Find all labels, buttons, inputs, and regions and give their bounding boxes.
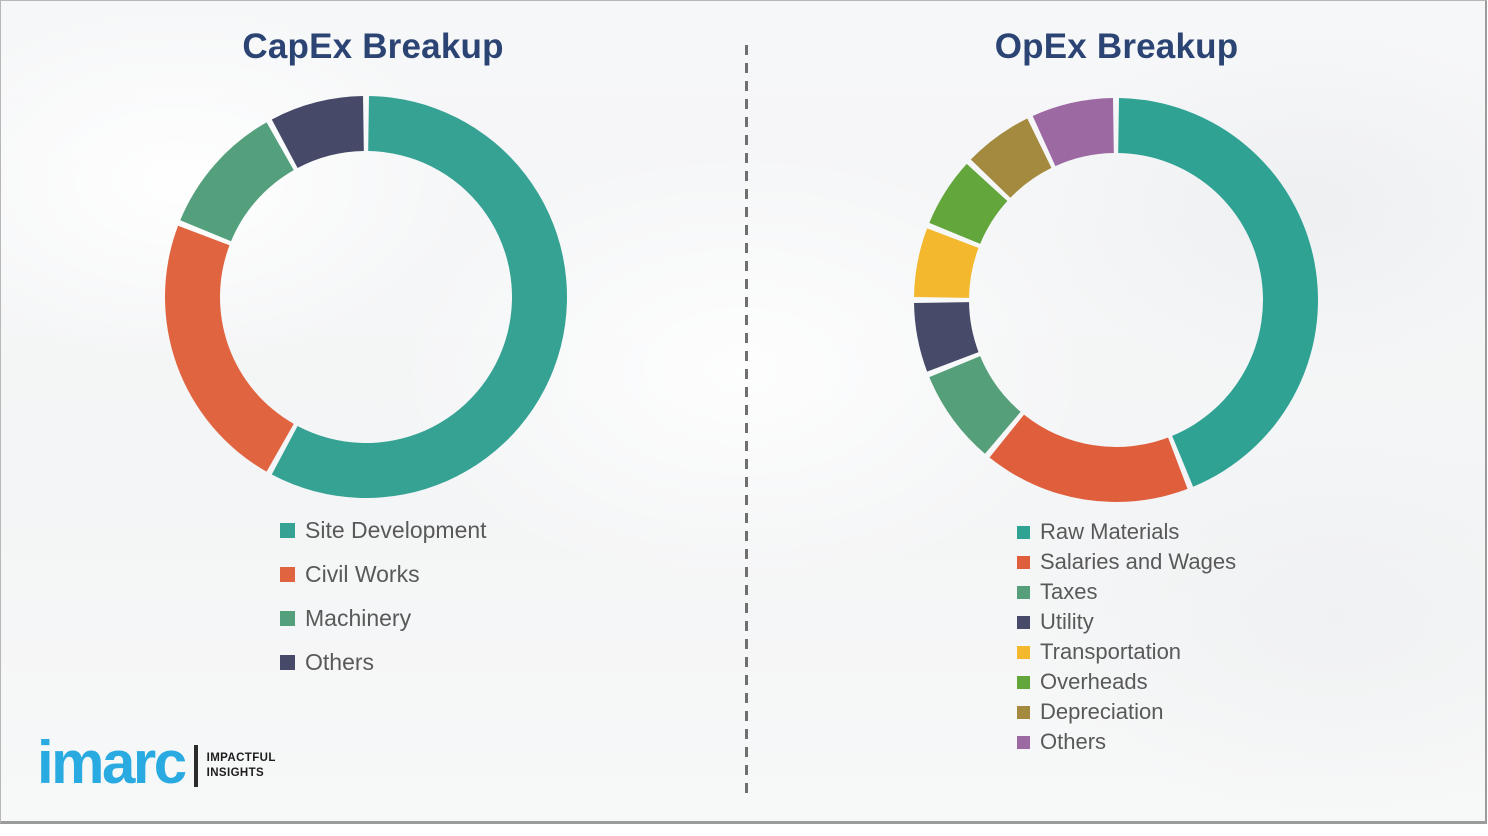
legend-item: Others	[280, 640, 487, 684]
legend-swatch-icon	[280, 654, 295, 670]
donut-segment-depreciation	[970, 118, 1052, 198]
legend-item: Raw Materials	[1017, 517, 1236, 547]
legend-label: Salaries and Wages	[1040, 549, 1237, 574]
legend-swatch-icon	[280, 522, 295, 538]
imarc-logo-wordmark: imarc	[37, 729, 187, 796]
legend-label: Others	[1040, 729, 1107, 754]
vertical-dashed-divider	[745, 45, 748, 793]
legend-swatch-icon	[1017, 645, 1030, 659]
legend-label: Transportation	[1040, 639, 1182, 664]
logo-tagline-line2: INSIGHTS	[206, 767, 265, 779]
donut-segment-taxes	[929, 356, 1021, 454]
legend-swatch-icon	[1017, 675, 1030, 689]
legend-label: Raw Materials	[1040, 519, 1180, 544]
legend-item: Transportation	[1017, 637, 1236, 667]
capex-donut-chart	[165, 96, 568, 498]
legend-item: Taxes	[1017, 577, 1236, 607]
capex-chart-title: CapEx Breakup	[242, 27, 504, 66]
legend-label: Machinery	[305, 604, 412, 631]
donut-segment-utility	[914, 302, 979, 372]
legend-swatch-icon	[280, 610, 295, 626]
legend-item: Site Development	[280, 508, 487, 552]
legend-swatch-icon	[1017, 525, 1030, 539]
legend-label: Others	[305, 648, 375, 675]
opex-legend: Raw Materials Salaries and Wages Taxes Util…	[1017, 517, 1236, 757]
legend-label: Civil Works	[305, 560, 420, 587]
legend-item: Machinery	[280, 596, 487, 640]
legend-swatch-icon	[1017, 705, 1030, 719]
capex-legend: Site Development Civil Works Machinery Othe…	[280, 508, 487, 684]
donut-segment-transportation	[914, 228, 979, 298]
legend-label: Depreciation	[1040, 699, 1164, 724]
legend-item: Salaries and Wages	[1017, 547, 1236, 577]
capex-panel: CapEx Breakup Site Development Civil Work…	[1, 1, 745, 821]
donut-segment-others	[271, 96, 364, 169]
legend-item: Overheads	[1017, 667, 1236, 697]
legend-item: Civil Works	[280, 552, 487, 596]
donut-segment-overheads	[929, 163, 1008, 244]
legend-item: Depreciation	[1017, 697, 1236, 727]
logo-divider-bar	[193, 745, 198, 787]
legend-swatch-icon	[1017, 555, 1030, 569]
legend-label: Taxes	[1040, 579, 1098, 604]
legend-item: Others	[1017, 727, 1236, 757]
logo-tagline: IMPACTFUL INSIGHTS	[207, 751, 276, 781]
donut-segment-salaries-and-wages	[989, 414, 1188, 503]
opex-donut-chart	[914, 98, 1319, 503]
legend-swatch-icon	[1017, 735, 1030, 749]
donut-segment-others	[1032, 98, 1114, 167]
legend-swatch-icon	[1017, 585, 1030, 599]
opex-chart-title: OpEx Breakup	[994, 27, 1239, 66]
donut-segment-site-development	[271, 96, 568, 498]
logo-tagline-line1: IMPACTFUL	[206, 752, 276, 765]
imarc-logo: imarc IMPACTFUL INSIGHTS	[37, 733, 276, 793]
legend-label: Site Development	[305, 516, 487, 543]
donut-segment-raw-materials	[1118, 98, 1319, 487]
legend-label: Utility	[1040, 609, 1094, 634]
donut-segment-civil-works	[165, 225, 294, 472]
donut-segment-machinery	[180, 122, 294, 242]
legend-label: Overheads	[1040, 669, 1148, 694]
opex-panel: OpEx Breakup Raw Materials Salaries and W…	[748, 1, 1485, 821]
legend-swatch-icon	[1017, 615, 1030, 629]
legend-item: Utility	[1017, 607, 1236, 637]
legend-swatch-icon	[280, 566, 295, 582]
